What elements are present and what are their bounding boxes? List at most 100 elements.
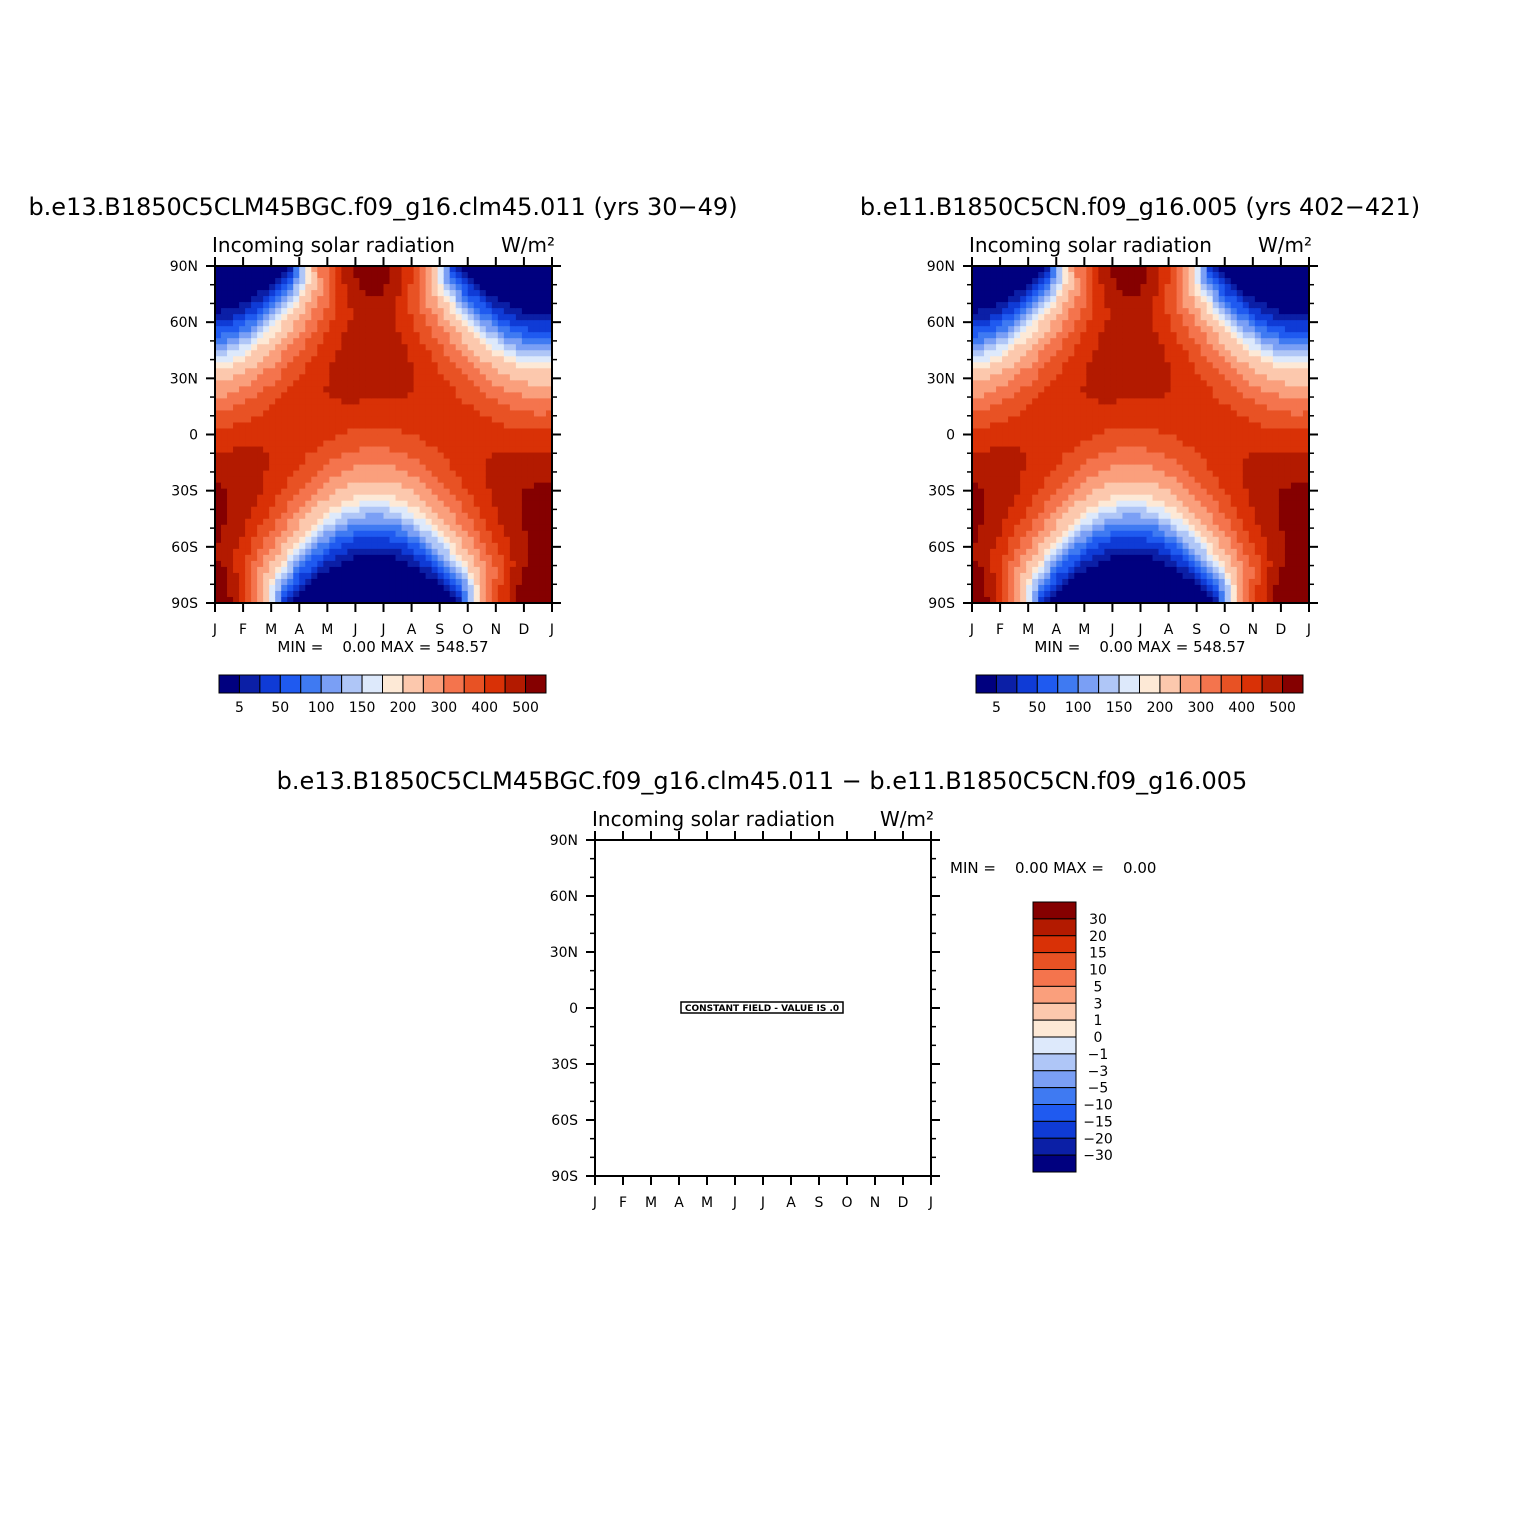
heatmap-cell bbox=[1092, 572, 1099, 580]
heatmap-cell bbox=[1062, 272, 1069, 279]
heatmap-cell bbox=[1032, 350, 1039, 357]
heatmap-cell bbox=[1068, 362, 1075, 369]
heatmap-cell bbox=[233, 482, 240, 490]
heatmap-cell bbox=[1008, 320, 1015, 327]
heatmap-cell bbox=[1020, 482, 1027, 490]
heatmap-cell bbox=[1014, 572, 1021, 580]
heatmap-cell bbox=[215, 350, 222, 357]
heatmap-cell bbox=[275, 530, 282, 538]
heatmap-cell bbox=[984, 446, 991, 454]
heatmap-cell bbox=[371, 404, 379, 412]
heatmap-cell bbox=[275, 548, 282, 556]
heatmap-cell bbox=[1014, 584, 1021, 592]
heatmap-cell bbox=[479, 320, 487, 327]
heatmap-cell bbox=[311, 326, 318, 333]
heatmap-cell bbox=[509, 332, 517, 339]
heatmap-cell bbox=[1014, 404, 1021, 412]
heatmap-cell bbox=[1086, 422, 1093, 430]
heatmap-cell bbox=[299, 410, 306, 418]
heatmap-cell bbox=[1050, 266, 1057, 273]
heatmap-cell bbox=[233, 500, 240, 508]
heatmap-cell bbox=[984, 518, 991, 526]
heatmap-cell bbox=[305, 578, 312, 586]
heatmap-cell bbox=[1068, 422, 1075, 430]
heatmap-cell bbox=[305, 596, 312, 604]
heatmap-cell bbox=[1056, 296, 1063, 303]
heatmap-cell bbox=[1146, 272, 1154, 279]
heatmap-cell bbox=[1068, 578, 1075, 586]
heatmap-cell bbox=[335, 584, 342, 592]
heatmap-cell bbox=[978, 476, 985, 484]
heatmap-cell bbox=[1110, 362, 1118, 369]
heatmap-cell bbox=[311, 320, 318, 327]
heatmap-cell bbox=[221, 380, 228, 387]
heatmap-cell bbox=[407, 392, 415, 399]
heatmap-cell bbox=[1050, 350, 1057, 357]
heatmap-cell bbox=[1110, 488, 1118, 496]
heatmap-cell bbox=[329, 320, 336, 327]
heatmap-cell bbox=[377, 572, 385, 580]
heatmap-cell bbox=[1032, 554, 1039, 562]
heatmap-cell bbox=[455, 458, 463, 466]
heatmap-cell bbox=[443, 440, 451, 448]
heatmap-cell bbox=[473, 530, 481, 538]
heatmap-cell bbox=[371, 596, 379, 604]
heatmap-cell bbox=[1134, 494, 1142, 502]
heatmap-cell bbox=[479, 410, 487, 418]
heatmap-cell bbox=[1152, 428, 1160, 436]
heatmap-cell bbox=[1062, 266, 1069, 273]
heatmap-cell bbox=[491, 524, 499, 532]
heatmap-cell bbox=[263, 566, 270, 574]
heatmap-cell bbox=[347, 410, 355, 418]
heatmap-cell bbox=[1128, 458, 1136, 466]
heatmap-cell bbox=[323, 404, 330, 412]
heatmap-cell bbox=[407, 374, 415, 381]
heatmap-cell bbox=[245, 434, 252, 442]
heatmap-cell bbox=[503, 296, 511, 303]
heatmap-cell bbox=[978, 344, 985, 351]
heatmap-cell bbox=[419, 338, 427, 345]
heatmap-cell bbox=[1104, 566, 1112, 574]
heatmap-cell bbox=[984, 392, 991, 399]
heatmap-cell bbox=[1152, 332, 1160, 339]
heatmap-cell bbox=[293, 380, 300, 387]
heatmap-cell bbox=[461, 506, 469, 514]
heatmap-cell bbox=[347, 344, 355, 351]
heatmap-cell bbox=[371, 386, 379, 393]
heatmap-cell bbox=[407, 458, 415, 466]
heatmap-cell bbox=[1044, 524, 1051, 532]
heatmap-cell bbox=[539, 524, 547, 532]
heatmap-cell bbox=[371, 308, 379, 315]
heatmap-cell bbox=[527, 398, 535, 406]
heatmap-cell bbox=[335, 284, 342, 291]
heatmap-cell bbox=[1152, 272, 1160, 279]
heatmap-cell bbox=[1038, 464, 1045, 472]
heatmap-cell bbox=[1002, 422, 1009, 430]
heatmap-cell bbox=[539, 542, 547, 550]
colorbar-label: 150 bbox=[349, 700, 376, 716]
heatmap-cell bbox=[1080, 404, 1087, 412]
heatmap-cell bbox=[449, 284, 457, 291]
heatmap-cell bbox=[533, 284, 541, 291]
heatmap-cell bbox=[251, 530, 258, 538]
heatmap-cell bbox=[419, 476, 427, 484]
heatmap-cell bbox=[221, 578, 228, 586]
heatmap-cell bbox=[341, 416, 348, 424]
heatmap-cell bbox=[1074, 572, 1081, 580]
heatmap-cell bbox=[425, 506, 433, 514]
heatmap-cell bbox=[1074, 422, 1081, 430]
heatmap-cell bbox=[515, 368, 523, 375]
heatmap-cell bbox=[305, 584, 312, 592]
heatmap-cell bbox=[263, 278, 270, 285]
heatmap-cell bbox=[533, 440, 541, 448]
heatmap-cell bbox=[1008, 422, 1015, 430]
heatmap-cell bbox=[533, 326, 541, 333]
heatmap-cell bbox=[347, 362, 355, 369]
heatmap-cell bbox=[287, 356, 294, 363]
heatmap-cell bbox=[353, 584, 361, 592]
heatmap-cell bbox=[311, 434, 318, 442]
heatmap-cell bbox=[287, 266, 294, 273]
heatmap-cell bbox=[323, 584, 330, 592]
heatmap-cell bbox=[269, 464, 276, 472]
heatmap-cell bbox=[1026, 536, 1033, 544]
